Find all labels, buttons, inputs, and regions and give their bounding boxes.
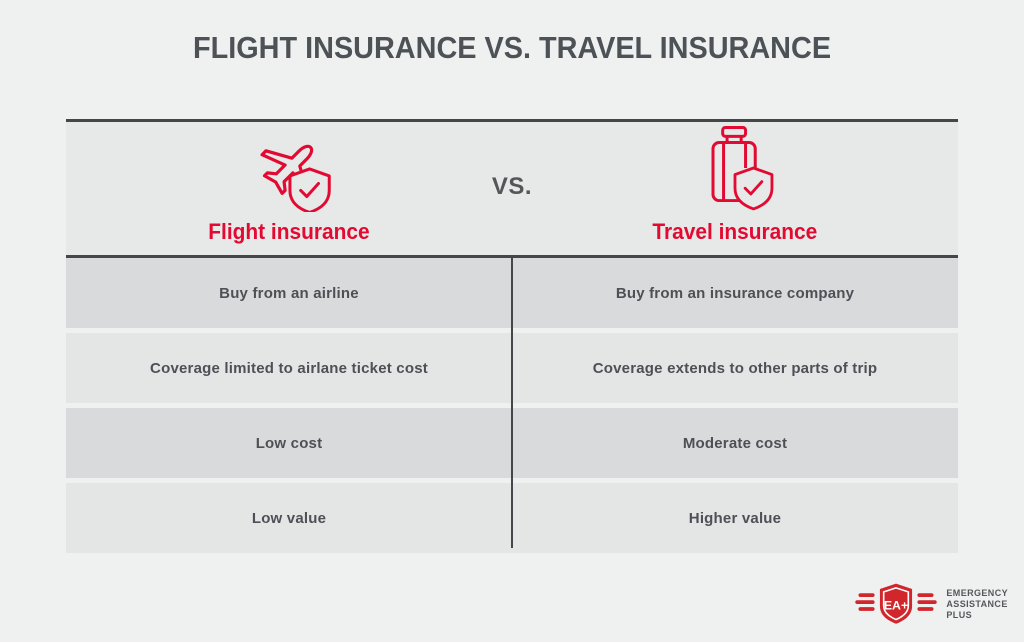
brand-name-line: PLUS (946, 610, 972, 621)
table-cell-flight: Buy from an airline (66, 258, 512, 328)
brand-logo: EA+ EMERGENCY ASSISTANCE PLUS (853, 582, 1008, 627)
vs-label: VS. (491, 172, 533, 200)
travel-insurance-header: Travel insurance (512, 122, 958, 255)
table-cell-travel: Moderate cost (512, 408, 958, 478)
table-row: Coverage limited to airlane ticket cost … (66, 333, 958, 403)
logo-monogram: EA+ (884, 598, 908, 612)
travel-insurance-label: Travel insurance (652, 219, 818, 244)
flight-insurance-label: Flight insurance (208, 219, 370, 244)
page-title: FLIGHT INSURANCE VS. TRAVEL INSURANCE (0, 30, 1024, 66)
table-cell-travel: Higher value (512, 483, 958, 553)
brand-name-line: EMERGENCY (946, 587, 1008, 598)
table-cell-flight: Low value (66, 483, 512, 553)
table-header: Flight insurance VS. Travel insurance (66, 119, 958, 258)
table-cell-travel: Coverage extends to other parts of trip (512, 333, 958, 403)
flight-insurance-header: Flight insurance (66, 122, 512, 255)
table-row: Low value Higher value (66, 483, 958, 553)
ea-plus-shield-icon: EA+ (855, 583, 938, 624)
comparison-table: Flight insurance VS. Travel insurance (66, 119, 958, 558)
table-cell-flight: Coverage limited to airlane ticket cost (66, 333, 512, 403)
brand-name-line: ASSISTANCE (946, 598, 1008, 609)
brand-name: EMERGENCY ASSISTANCE PLUS (946, 588, 1008, 622)
table-row: Low cost Moderate cost (66, 408, 958, 478)
table-cell-flight: Low cost (66, 408, 512, 478)
comparison-rows: Buy from an airline Buy from an insuranc… (66, 258, 958, 553)
table-row: Buy from an airline Buy from an insuranc… (66, 258, 958, 328)
table-cell-travel: Buy from an insurance company (512, 258, 958, 328)
column-divider (511, 258, 513, 548)
page-title-text: FLIGHT INSURANCE VS. TRAVEL INSURANCE (192, 30, 832, 65)
suitcase-shield-icon (694, 124, 776, 217)
airplane-shield-icon (237, 124, 341, 217)
